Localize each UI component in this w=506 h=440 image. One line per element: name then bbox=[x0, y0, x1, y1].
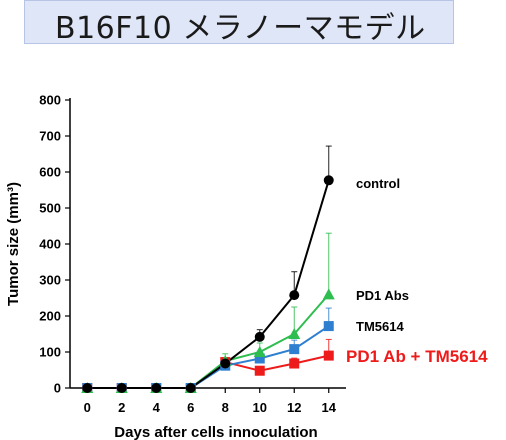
y-tick-label: 400 bbox=[39, 237, 61, 252]
x-axis-label: Days after cells innoculation bbox=[114, 424, 317, 440]
series-label: control bbox=[356, 176, 400, 191]
series-label: PD1 Ab + TM5614 bbox=[346, 347, 488, 366]
data-point bbox=[185, 383, 196, 393]
x-tick-label: 2 bbox=[118, 400, 125, 415]
data-point bbox=[323, 350, 334, 361]
y-tick-label: 500 bbox=[39, 201, 61, 216]
data-point bbox=[323, 321, 334, 332]
x-tick-label: 6 bbox=[187, 400, 194, 415]
data-point bbox=[289, 344, 300, 355]
data-point bbox=[288, 328, 301, 339]
y-tick-label: 600 bbox=[39, 165, 61, 180]
y-tick-label: 300 bbox=[39, 273, 61, 288]
data-point bbox=[323, 175, 334, 186]
data-point bbox=[289, 358, 300, 369]
x-tick-label: 4 bbox=[153, 400, 161, 415]
series-line bbox=[87, 293, 330, 389]
data-point bbox=[254, 353, 265, 364]
y-tick-label: 0 bbox=[54, 381, 61, 396]
y-tick-label: 700 bbox=[39, 129, 61, 144]
series-label: TM5614 bbox=[356, 319, 404, 334]
data-point bbox=[253, 346, 266, 357]
data-point bbox=[82, 383, 93, 393]
series-line bbox=[87, 179, 330, 389]
y-axis-label: Tumor size (mm³) bbox=[5, 182, 22, 306]
title-banner: B16F10 メラノーマモデル bbox=[24, 0, 454, 46]
data-point bbox=[289, 290, 300, 301]
y-tick-label: 100 bbox=[39, 345, 61, 360]
series-label: PD1 Abs bbox=[356, 288, 409, 303]
x-tick-label: 10 bbox=[253, 400, 267, 415]
y-tick-label: 800 bbox=[39, 93, 61, 108]
data-point bbox=[322, 288, 335, 300]
chart-title: B16F10 メラノーマモデル bbox=[55, 11, 426, 46]
data-point bbox=[151, 383, 162, 393]
x-tick-label: 0 bbox=[84, 400, 91, 415]
data-point bbox=[116, 383, 127, 393]
y-tick-label: 200 bbox=[39, 309, 61, 324]
data-point bbox=[254, 365, 265, 376]
x-tick-label: 8 bbox=[222, 400, 229, 415]
x-tick-label: 14 bbox=[322, 400, 337, 415]
x-tick-label: 12 bbox=[287, 400, 301, 415]
data-point bbox=[220, 358, 231, 369]
data-point bbox=[254, 331, 265, 342]
